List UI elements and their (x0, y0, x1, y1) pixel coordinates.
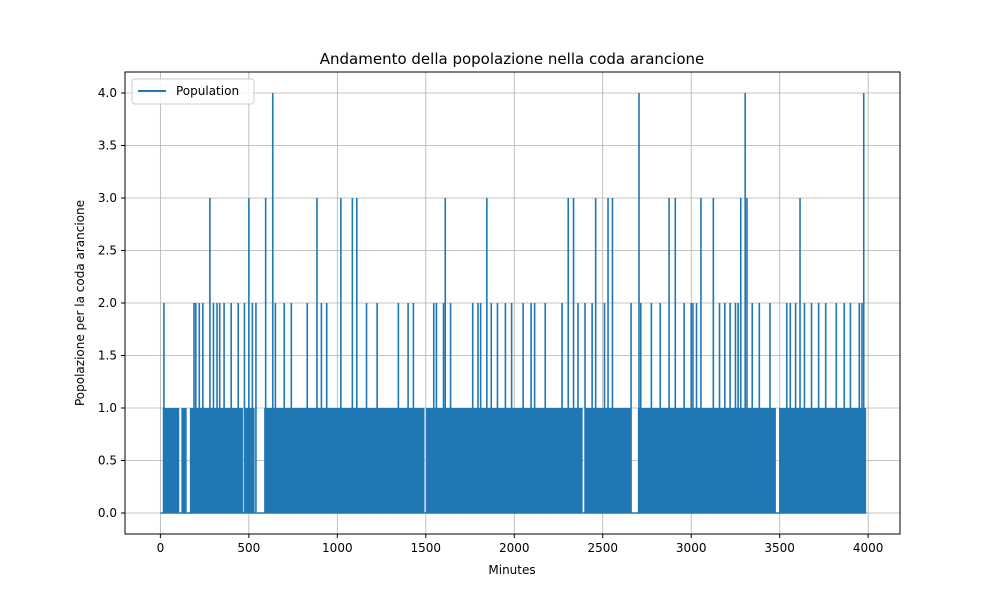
x-tick-label: 0 (157, 541, 165, 555)
y-tick-label: 0.0 (98, 506, 117, 520)
chart-title: Andamento della popolazione nella coda a… (320, 50, 705, 68)
x-tick-label: 2000 (499, 541, 530, 555)
legend-label-population: Population (176, 84, 239, 98)
y-axis-ticks: 0.0 0.5 1.0 1.5 2.0 2.5 3.0 3.5 4.0 (98, 86, 125, 520)
y-tick-label: 0.5 (98, 454, 117, 468)
y-tick-label: 1.5 (98, 349, 117, 363)
y-axis-label: Popolazione per la coda arancione (73, 200, 87, 406)
y-tick-label: 3.5 (98, 139, 117, 153)
x-tick-label: 500 (237, 541, 260, 555)
x-tick-label: 4000 (853, 541, 884, 555)
y-tick-label: 1.0 (98, 401, 117, 415)
x-axis-ticks: 0 500 1000 1500 2000 2500 3000 3500 4000 (157, 534, 884, 555)
y-tick-label: 4.0 (98, 86, 117, 100)
y-tick-label: 3.0 (98, 191, 117, 205)
x-tick-label: 3000 (676, 541, 707, 555)
x-tick-label: 3500 (764, 541, 795, 555)
legend-box (131, 78, 255, 105)
x-tick-label: 1500 (411, 541, 442, 555)
legend: Population (131, 78, 255, 105)
x-axis-label: Minutes (488, 563, 535, 577)
y-tick-label: 2.0 (98, 296, 117, 310)
y-tick-label: 2.5 (98, 244, 117, 258)
series-population (160, 93, 867, 514)
x-tick-label: 1000 (322, 541, 353, 555)
x-tick-label: 2500 (587, 541, 618, 555)
